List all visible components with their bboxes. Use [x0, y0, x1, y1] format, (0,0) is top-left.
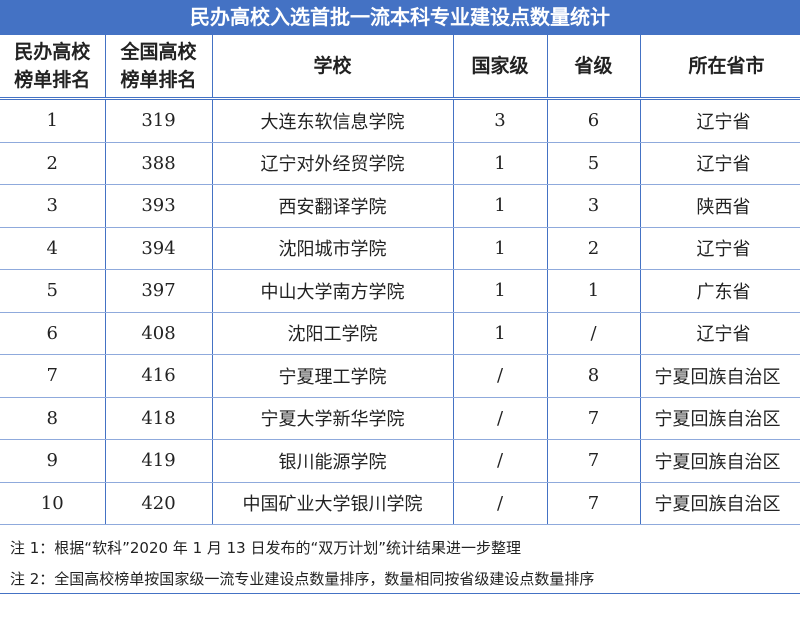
cell-national-level: 3	[452, 98, 547, 143]
cell-national-rank: 419	[104, 439, 212, 483]
table-row: 1 319 大连东软信息学院 3 6 辽宁省	[0, 98, 800, 143]
cell-private-rank: 10	[0, 482, 105, 525]
cell-province: 宁夏回族自治区	[639, 439, 800, 483]
header-national-rank: 全国高校 榜单排名	[104, 35, 212, 100]
cell-province: 辽宁省	[639, 227, 800, 270]
header-line: 榜单排名	[120, 69, 197, 91]
cell-provincial-level: 7	[546, 482, 640, 525]
cell-provincial-level: 8	[546, 354, 640, 398]
cell-provincial-level: 1	[546, 269, 640, 313]
header-national-level: 国家级	[452, 35, 547, 100]
table-row: 7 416 宁夏理工学院/8 宁夏回族自治区	[0, 354, 800, 398]
cell-provincial-level: /	[546, 312, 640, 355]
cell-provincial-level: 7	[546, 397, 640, 440]
cell-national-rank: 393	[104, 184, 212, 228]
cell-school: 大连东软信息学院	[211, 98, 453, 143]
table-row: 4 394 沈阳城市学院 1 2 辽宁省	[0, 227, 800, 270]
cell-province: 广东省	[639, 269, 800, 313]
table-row: 2 388 辽宁对外经贸学院 1 5 辽宁省	[0, 142, 800, 185]
cell-school: 辽宁对外经贸学院	[211, 142, 453, 185]
cell-private-rank: 9	[0, 439, 105, 483]
note-2: 注 2：全国高校榜单按国家级一流专业建设点数量排序，数量相同按省级建设点数量排序	[10, 570, 595, 588]
stats-table: 民办高校 榜单排名 全国高校 榜单排名 学校 国家级 省级 所在省市 1 319 大连东…	[0, 35, 800, 525]
cell-private-rank: 6	[0, 312, 105, 355]
cell-provincial-level: 3	[546, 184, 640, 228]
table-row: 6 408 沈阳工学院 1/辽宁省	[0, 312, 800, 355]
cell-national-rank: 319	[104, 98, 212, 143]
table-row: 8 418 宁夏大学新华学院/7 宁夏回族自治区	[0, 397, 800, 440]
cell-school: 宁夏理工学院	[211, 354, 453, 398]
cell-national-level: 1	[452, 227, 547, 270]
cell-national-rank: 416	[104, 354, 212, 398]
cell-national-level: 1	[452, 269, 547, 313]
header-provincial-level: 省级	[546, 35, 640, 100]
header-line: 民办高校	[14, 41, 91, 63]
cell-private-rank: 1	[0, 98, 105, 143]
cell-private-rank: 7	[0, 354, 105, 398]
cell-private-rank: 5	[0, 269, 105, 313]
header-school: 学校	[211, 35, 453, 100]
cell-private-rank: 2	[0, 142, 105, 185]
cell-national-level: /	[452, 354, 547, 398]
table-title: 民办高校入选首批一流本科专业建设点数量统计	[0, 0, 800, 35]
cell-national-level: 1	[452, 312, 547, 355]
cell-school: 中国矿业大学银川学院	[211, 482, 453, 525]
cell-national-level: /	[452, 482, 547, 525]
cell-provincial-level: 7	[546, 439, 640, 483]
cell-school: 宁夏大学新华学院	[211, 397, 453, 440]
table-row: 10 420 中国矿业大学银川学院/7 宁夏回族自治区	[0, 482, 800, 525]
cell-province: 宁夏回族自治区	[639, 482, 800, 525]
cell-national-level: 1	[452, 184, 547, 228]
cell-national-rank: 418	[104, 397, 212, 440]
notes: 注 1：根据“软科”2020 年 1 月 13 日发布的“双万计划”统计结果进一…	[0, 527, 800, 594]
cell-national-rank: 397	[104, 269, 212, 313]
table-row: 9 419 银川能源学院/7 宁夏回族自治区	[0, 439, 800, 483]
cell-provincial-level: 2	[546, 227, 640, 270]
cell-national-level: 1	[452, 142, 547, 185]
cell-province: 辽宁省	[639, 142, 800, 185]
header-row: 民办高校榜单排名 全国高校榜单排名 学校 国家级 省级 所在省市	[0, 35, 800, 100]
cell-private-rank: 8	[0, 397, 105, 440]
cell-province: 陕西省	[639, 184, 800, 228]
header-province: 所在省市	[639, 35, 800, 100]
header-line: 榜单排名	[14, 69, 91, 91]
cell-school: 银川能源学院	[211, 439, 453, 483]
cell-school: 中山大学南方学院	[211, 269, 453, 313]
cell-national-level: /	[452, 439, 547, 483]
cell-provincial-level: 5	[546, 142, 640, 185]
cell-national-rank: 388	[104, 142, 212, 185]
header-line: 全国高校	[120, 41, 197, 63]
cell-national-rank: 394	[104, 227, 212, 270]
table-row: 5 397 中山大学南方学院 1 1 广东省	[0, 269, 800, 313]
cell-province: 辽宁省	[639, 98, 800, 143]
cell-private-rank: 4	[0, 227, 105, 270]
cell-province: 辽宁省	[639, 312, 800, 355]
cell-school: 沈阳城市学院	[211, 227, 453, 270]
cell-province: 宁夏回族自治区	[639, 397, 800, 440]
cell-national-rank: 408	[104, 312, 212, 355]
cell-province: 宁夏回族自治区	[639, 354, 800, 398]
note-1: 注 1：根据“软科”2020 年 1 月 13 日发布的“双万计划”统计结果进一…	[10, 539, 522, 557]
cell-school: 沈阳工学院	[211, 312, 453, 355]
cell-provincial-level: 6	[546, 98, 640, 143]
cell-national-rank: 420	[104, 482, 212, 525]
cell-private-rank: 3	[0, 184, 105, 228]
table-row: 3 393 西安翻译学院 1 3 陕西省	[0, 184, 800, 228]
cell-national-level: /	[452, 397, 547, 440]
cell-school: 西安翻译学院	[211, 184, 453, 228]
header-private-rank: 民办高校 榜单排名	[0, 35, 105, 100]
